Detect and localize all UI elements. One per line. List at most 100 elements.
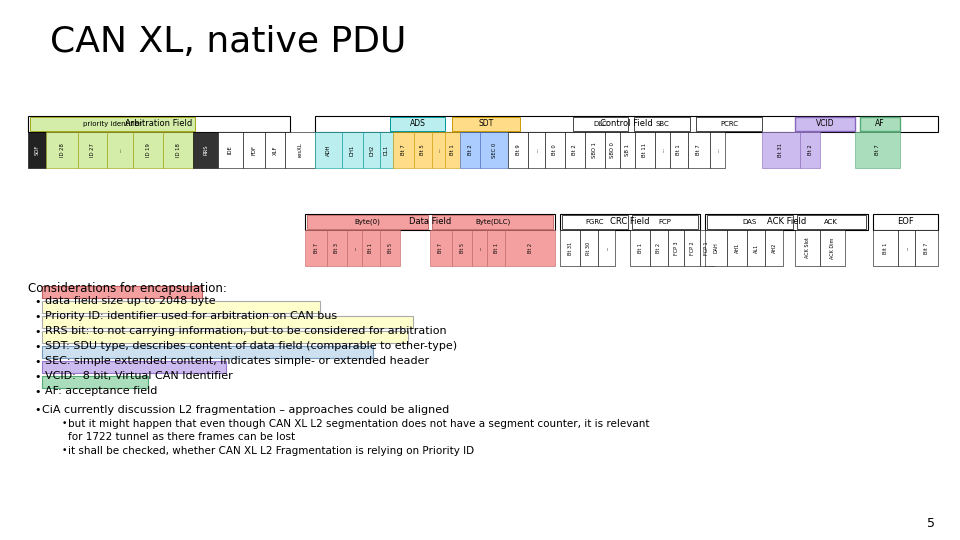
Text: Bit 1: Bit 1 bbox=[883, 242, 888, 254]
FancyBboxPatch shape bbox=[133, 132, 163, 168]
FancyBboxPatch shape bbox=[42, 286, 202, 298]
FancyBboxPatch shape bbox=[860, 117, 900, 131]
FancyBboxPatch shape bbox=[42, 346, 373, 358]
Text: FCP 1: FCP 1 bbox=[705, 241, 709, 255]
Text: Arbitration Field: Arbitration Field bbox=[126, 119, 193, 129]
FancyBboxPatch shape bbox=[795, 230, 820, 266]
Text: Bt 5: Bt 5 bbox=[420, 145, 425, 156]
Text: Bt 1: Bt 1 bbox=[493, 243, 498, 253]
FancyBboxPatch shape bbox=[390, 117, 445, 131]
FancyBboxPatch shape bbox=[800, 132, 820, 168]
Text: •: • bbox=[34, 342, 40, 352]
Text: Bt 2: Bt 2 bbox=[657, 243, 661, 253]
Text: AH2: AH2 bbox=[772, 243, 777, 253]
Text: DAH: DAH bbox=[713, 242, 718, 253]
FancyBboxPatch shape bbox=[30, 117, 195, 131]
Text: Priority ID: identifier used for arbitration on CAN bus: Priority ID: identifier used for arbitra… bbox=[45, 311, 337, 321]
Text: Bt 31: Bt 31 bbox=[779, 143, 783, 157]
Text: it shall be checked, whether CAN XL L2 Fragmentation is relying on Priority ID: it shall be checked, whether CAN XL L2 F… bbox=[68, 446, 474, 456]
Text: AF: AF bbox=[876, 119, 885, 129]
FancyBboxPatch shape bbox=[380, 132, 393, 168]
FancyBboxPatch shape bbox=[505, 230, 555, 266]
FancyBboxPatch shape bbox=[545, 132, 565, 168]
FancyBboxPatch shape bbox=[747, 230, 765, 266]
FancyBboxPatch shape bbox=[430, 230, 452, 266]
FancyBboxPatch shape bbox=[765, 230, 783, 266]
Text: •: • bbox=[34, 297, 40, 307]
Text: Bt 7: Bt 7 bbox=[439, 243, 444, 253]
Text: ADS: ADS bbox=[410, 119, 425, 129]
Text: Byte(0): Byte(0) bbox=[354, 219, 380, 225]
Text: FDF: FDF bbox=[252, 145, 256, 155]
FancyBboxPatch shape bbox=[472, 230, 487, 266]
Text: ACK Slot: ACK Slot bbox=[804, 238, 809, 259]
Text: Bt 7: Bt 7 bbox=[401, 145, 406, 156]
FancyBboxPatch shape bbox=[508, 132, 528, 168]
FancyBboxPatch shape bbox=[347, 230, 362, 266]
Text: Bt 5: Bt 5 bbox=[460, 243, 465, 253]
Text: •: • bbox=[34, 387, 40, 397]
FancyBboxPatch shape bbox=[380, 230, 400, 266]
Text: •: • bbox=[34, 312, 40, 322]
FancyBboxPatch shape bbox=[705, 230, 727, 266]
Text: Considerations for encapsulation:: Considerations for encapsulation: bbox=[28, 282, 227, 295]
Text: •: • bbox=[34, 357, 40, 367]
Text: priority identifier: priority identifier bbox=[83, 121, 142, 127]
FancyBboxPatch shape bbox=[305, 214, 555, 230]
FancyBboxPatch shape bbox=[655, 132, 670, 168]
Text: •: • bbox=[34, 327, 40, 337]
Text: Bt 5: Bt 5 bbox=[388, 243, 393, 253]
FancyBboxPatch shape bbox=[696, 117, 762, 131]
Text: ID 19: ID 19 bbox=[146, 143, 151, 157]
FancyBboxPatch shape bbox=[700, 230, 714, 266]
Text: RRS: RRS bbox=[203, 145, 208, 156]
Text: Bt 11: Bt 11 bbox=[642, 143, 647, 157]
FancyBboxPatch shape bbox=[42, 376, 148, 388]
FancyBboxPatch shape bbox=[650, 230, 668, 266]
FancyBboxPatch shape bbox=[393, 132, 414, 168]
Text: DH2: DH2 bbox=[369, 144, 374, 156]
Text: SDT: SDU type, describes content of data field (comparable to ether-type): SDT: SDU type, describes content of data… bbox=[45, 341, 457, 351]
FancyBboxPatch shape bbox=[820, 230, 845, 266]
Text: Bt 7: Bt 7 bbox=[697, 145, 702, 156]
Text: ACK: ACK bbox=[825, 219, 838, 225]
FancyBboxPatch shape bbox=[285, 132, 315, 168]
FancyBboxPatch shape bbox=[634, 117, 690, 131]
FancyBboxPatch shape bbox=[445, 132, 460, 168]
Text: AF: acceptance field: AF: acceptance field bbox=[45, 386, 157, 396]
Text: Bt 1: Bt 1 bbox=[450, 145, 455, 156]
Text: data field size up to 2048 byte: data field size up to 2048 byte bbox=[45, 296, 216, 306]
FancyBboxPatch shape bbox=[620, 132, 635, 168]
FancyBboxPatch shape bbox=[28, 132, 46, 168]
FancyBboxPatch shape bbox=[307, 215, 428, 229]
Text: ...: ... bbox=[660, 147, 665, 152]
Text: PCRC: PCRC bbox=[720, 121, 738, 127]
Text: ...: ... bbox=[534, 147, 539, 152]
FancyBboxPatch shape bbox=[487, 230, 505, 266]
Text: DLC: DLC bbox=[593, 121, 608, 127]
Text: SB 1: SB 1 bbox=[625, 144, 630, 156]
Text: Bt 2: Bt 2 bbox=[468, 145, 472, 156]
FancyBboxPatch shape bbox=[342, 132, 363, 168]
FancyBboxPatch shape bbox=[432, 132, 445, 168]
FancyBboxPatch shape bbox=[873, 214, 938, 230]
FancyBboxPatch shape bbox=[727, 230, 747, 266]
Text: DH1: DH1 bbox=[350, 144, 355, 156]
FancyBboxPatch shape bbox=[855, 132, 900, 168]
Text: •: • bbox=[34, 405, 40, 415]
FancyBboxPatch shape bbox=[480, 132, 508, 168]
Text: CAN XL, native PDU: CAN XL, native PDU bbox=[50, 25, 406, 59]
FancyBboxPatch shape bbox=[42, 331, 408, 343]
FancyBboxPatch shape bbox=[46, 132, 78, 168]
Text: ADH: ADH bbox=[326, 144, 331, 156]
FancyBboxPatch shape bbox=[315, 116, 938, 132]
Text: Bt 1: Bt 1 bbox=[677, 145, 682, 156]
Text: CiA currently discussion L2 fragmentation – approaches could be aligned: CiA currently discussion L2 fragmentatio… bbox=[42, 405, 449, 415]
Text: FGRC: FGRC bbox=[586, 219, 604, 225]
FancyBboxPatch shape bbox=[605, 132, 620, 168]
Text: EOF: EOF bbox=[898, 218, 914, 226]
Text: VCID: VCID bbox=[816, 119, 834, 129]
Text: 5: 5 bbox=[927, 517, 935, 530]
Text: SOF: SOF bbox=[35, 145, 39, 155]
FancyBboxPatch shape bbox=[562, 215, 628, 229]
